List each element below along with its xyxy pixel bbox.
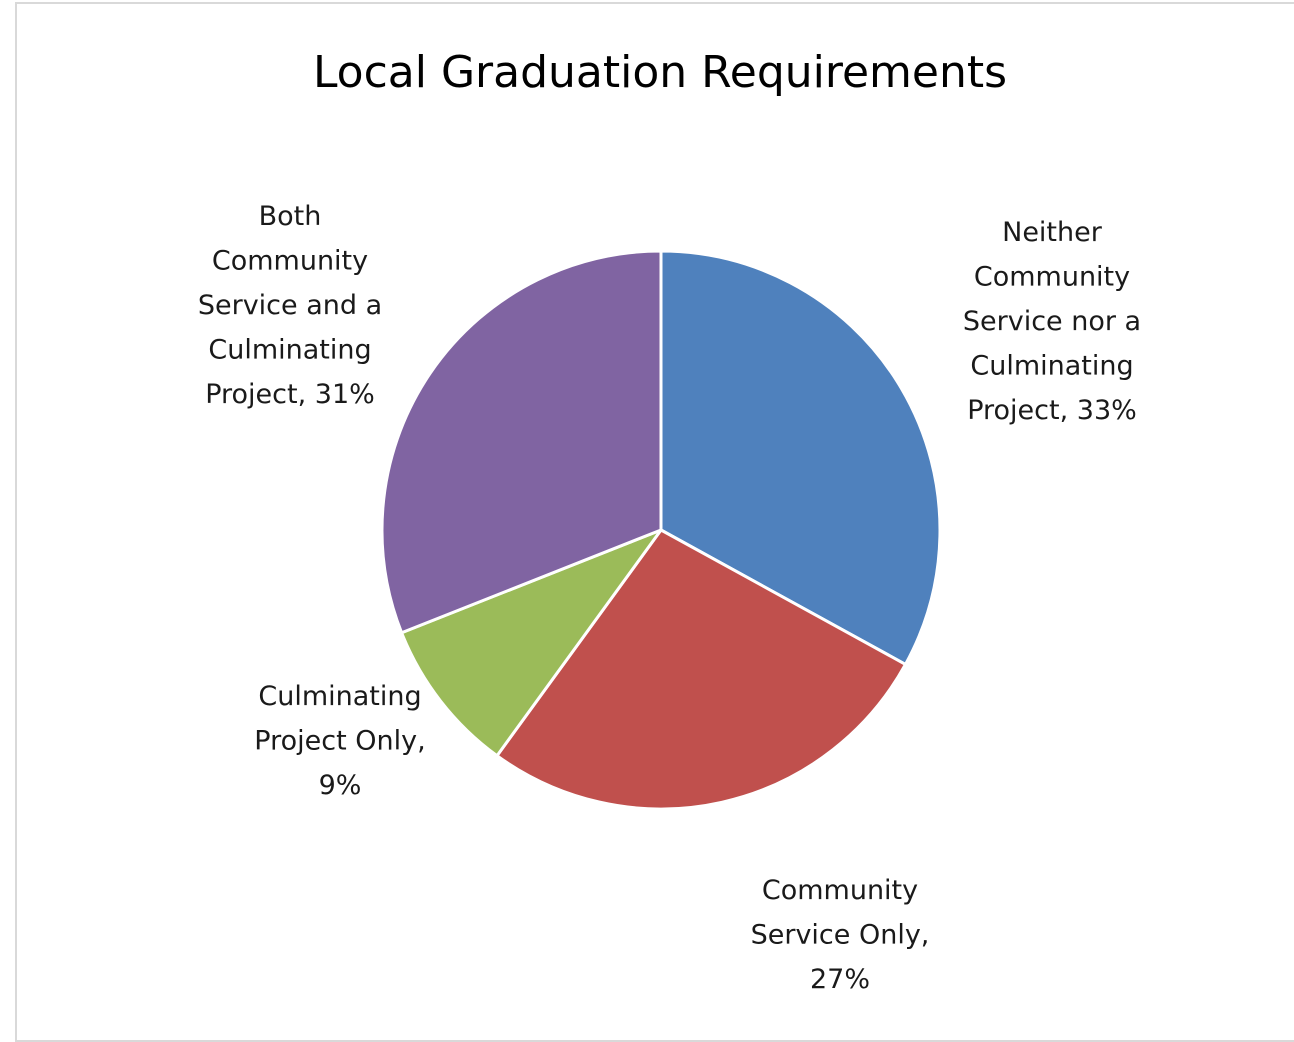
- pie-labels: Neither Community Service nor a Culminating…: [198, 201, 1141, 995]
- data-label: Community Service Only, 27%: [751, 875, 930, 995]
- data-label-line: Project, 33%: [967, 395, 1137, 426]
- data-label-line: Both: [259, 201, 322, 232]
- data-label-line: Community: [762, 875, 918, 906]
- data-label-line: Culminating: [970, 351, 1133, 382]
- data-label-line: Community: [212, 246, 368, 277]
- data-label-line: 27%: [810, 964, 870, 995]
- data-label-line: Project Only,: [254, 726, 425, 757]
- pie-slice: [380, 249, 663, 635]
- data-label-line: Service nor a: [963, 306, 1141, 337]
- data-label: Neither Community Service nor a Culminating…: [963, 217, 1141, 426]
- data-label-line: Service Only,: [751, 920, 930, 951]
- data-label: Culminating Project Only, 9%: [254, 681, 425, 801]
- data-label: Both Community Service and a Culminating Pro…: [198, 201, 382, 410]
- data-label-line: Culminating: [208, 335, 371, 366]
- pie-slice: [400, 528, 663, 758]
- data-label-line: Service and a: [198, 290, 382, 321]
- chart-title: Local Graduation Requirements: [313, 47, 1007, 98]
- data-label-line: 9%: [319, 770, 362, 801]
- pie-slice: [495, 528, 907, 811]
- pie-slices: [380, 249, 942, 811]
- data-label-line: Project, 31%: [205, 379, 375, 410]
- pie-slice: [659, 249, 942, 666]
- data-label-line: Culminating: [258, 681, 421, 712]
- data-label-line: Community: [974, 262, 1130, 293]
- data-label-line: Neither: [1002, 217, 1103, 248]
